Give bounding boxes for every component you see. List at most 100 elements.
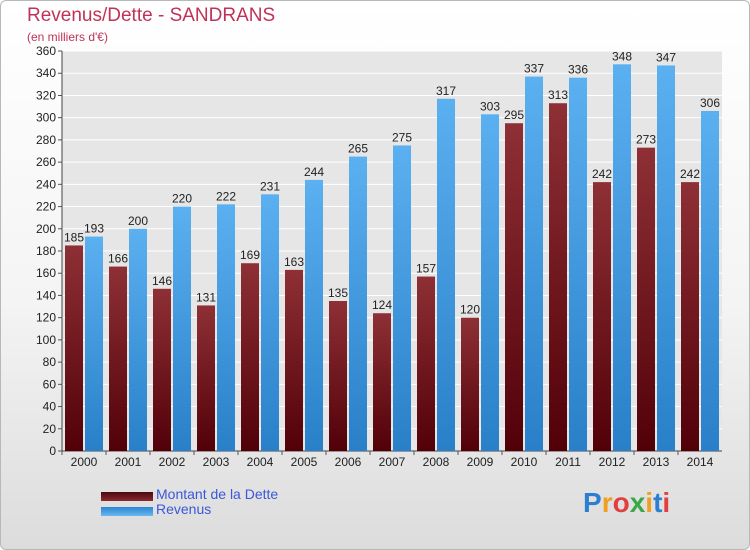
bar-debt (549, 103, 567, 451)
x-tick-label: 2013 (643, 455, 670, 469)
data-label-debt: 163 (284, 255, 304, 269)
bar-debt (285, 269, 303, 451)
data-label-revenue: 303 (480, 99, 500, 113)
bar-debt (329, 301, 347, 451)
data-label-revenue: 306 (700, 96, 720, 110)
bar-revenue (349, 156, 367, 452)
y-tick-label: 160 (36, 266, 56, 280)
y-tick-label: 280 (36, 133, 56, 147)
data-label-revenue: 317 (436, 84, 456, 98)
data-label-debt: 313 (548, 88, 568, 102)
data-label-revenue: 265 (348, 142, 368, 156)
y-tick-label: 80 (43, 355, 57, 369)
data-label-debt: 295 (504, 108, 524, 122)
y-tick-label: 320 (36, 88, 56, 102)
logo-letter: x (629, 487, 646, 518)
data-label-debt: 166 (108, 252, 128, 266)
bar-debt (241, 263, 259, 451)
data-label-revenue: 220 (172, 192, 192, 206)
data-label-revenue: 231 (260, 179, 280, 193)
y-tick-label: 20 (43, 422, 57, 436)
x-tick-label: 2012 (599, 455, 626, 469)
data-label-revenue: 275 (392, 130, 412, 144)
y-tick-label: 220 (36, 200, 56, 214)
bar-revenue (217, 204, 235, 451)
logo-letter: P (583, 487, 602, 518)
y-tick-label: 180 (36, 244, 56, 258)
legend-swatch-debt (101, 492, 153, 501)
data-label-revenue: 347 (656, 50, 676, 64)
legend-label-revenue: Revenus (156, 501, 212, 517)
x-tick-label: 2006 (335, 455, 362, 469)
data-label-revenue: 337 (524, 62, 544, 76)
bar-debt (505, 123, 523, 451)
proxiti-logo: Proxiti (583, 487, 670, 519)
bar-debt (461, 317, 479, 451)
data-label-debt: 120 (460, 303, 480, 317)
bar-revenue (481, 114, 499, 451)
x-tick-label: 2001 (115, 455, 142, 469)
data-label-debt: 131 (196, 290, 216, 304)
y-tick-label: 240 (36, 177, 56, 191)
logo-letter: r (601, 487, 613, 518)
data-label-debt: 242 (680, 167, 700, 181)
x-tick-label: 2003 (203, 455, 230, 469)
bar-debt (373, 313, 391, 451)
x-tick-label: 2000 (71, 455, 98, 469)
y-tick-label: 260 (36, 155, 56, 169)
bar-debt (637, 147, 655, 451)
data-label-debt: 124 (372, 298, 392, 312)
data-label-revenue: 244 (304, 165, 324, 179)
bar-revenue (129, 228, 147, 451)
logo-letter: i (662, 487, 671, 518)
y-tick-label: 340 (36, 66, 56, 80)
bar-revenue (393, 145, 411, 451)
bar-revenue (305, 179, 323, 451)
logo-letter: o (612, 487, 630, 518)
x-tick-label: 2004 (247, 455, 274, 469)
y-tick-label: 60 (43, 377, 57, 391)
y-tick-label: 140 (36, 288, 56, 302)
data-label-revenue: 200 (128, 214, 148, 228)
data-label-debt: 185 (64, 230, 84, 244)
data-label-revenue: 222 (216, 189, 236, 203)
bar-revenue (657, 65, 675, 451)
data-label-debt: 242 (592, 167, 612, 181)
data-label-debt: 135 (328, 286, 348, 300)
data-label-revenue: 336 (568, 63, 588, 77)
x-tick-label: 2008 (423, 455, 450, 469)
bar-debt (681, 182, 699, 451)
bar-revenue (569, 77, 587, 452)
bar-debt (417, 276, 435, 451)
y-tick-label: 100 (36, 333, 56, 347)
bar-revenue (525, 76, 543, 452)
x-tick-label: 2007 (379, 455, 406, 469)
y-tick-label: 40 (43, 400, 57, 414)
x-tick-label: 2009 (467, 455, 494, 469)
legend-label-debt: Montant de la Dette (156, 486, 279, 502)
bar-revenue (173, 206, 191, 451)
bar-revenue (613, 64, 631, 452)
y-tick-label: 120 (36, 311, 56, 325)
data-label-debt: 273 (636, 133, 656, 147)
y-tick-label: 300 (36, 111, 56, 125)
data-label-debt: 146 (152, 274, 172, 288)
data-label-debt: 157 (416, 262, 436, 276)
bar-revenue (701, 111, 719, 451)
logo-letter: t (653, 487, 663, 518)
x-tick-label: 2011 (555, 455, 581, 469)
bar-revenue (85, 236, 103, 451)
y-tick-label: 360 (36, 44, 56, 58)
bar-revenue (261, 194, 279, 452)
data-label-debt: 169 (240, 248, 260, 262)
x-tick-label: 2010 (511, 455, 538, 469)
chart-title: Revenus/Dette - SANDRANS (27, 5, 276, 26)
chart-subtitle: (en milliers d'€) (27, 30, 108, 44)
legend-swatch-revenue (101, 507, 153, 516)
bar-debt (593, 182, 611, 451)
data-label-revenue: 193 (84, 222, 104, 236)
logo-letter: i (645, 487, 654, 518)
bar-debt (65, 245, 83, 451)
x-tick-label: 2002 (159, 455, 186, 469)
